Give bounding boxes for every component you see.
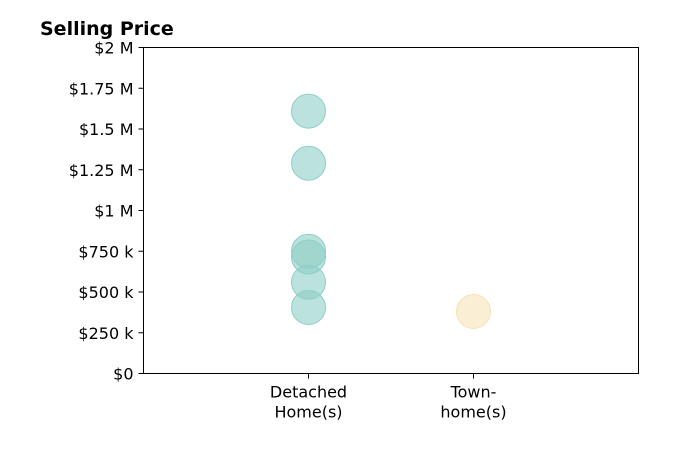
x-tick-label: Home(s) bbox=[274, 403, 342, 422]
plot-area-frame bbox=[143, 47, 639, 374]
x-tick-label: Town- bbox=[450, 383, 497, 402]
y-tick-label: $1.75 M bbox=[69, 79, 134, 98]
chart-title: Selling Price bbox=[40, 18, 174, 40]
y-tick-label: $1.5 M bbox=[79, 120, 134, 139]
y-tick-label: $500 k bbox=[78, 283, 134, 302]
x-tick-label: Detached bbox=[270, 383, 347, 402]
data-point bbox=[291, 289, 326, 325]
data-point bbox=[291, 145, 326, 181]
y-tick-label: $1.25 M bbox=[69, 161, 134, 180]
data-point bbox=[291, 93, 326, 129]
x-tick-label: home(s) bbox=[440, 403, 506, 422]
y-tick-label: $250 k bbox=[78, 324, 134, 343]
data-point bbox=[456, 294, 491, 330]
y-tick-label: $750 k bbox=[78, 242, 134, 261]
y-tick-label: $2 M bbox=[94, 39, 133, 58]
y-tick-label: $1 M bbox=[94, 202, 133, 221]
data-points bbox=[291, 93, 491, 330]
y-tick-label: $0 bbox=[113, 365, 133, 384]
y-axis: $0 $250 k $500 k $750 k $1 M $1.25 M $1.5 M $1.… bbox=[69, 39, 144, 384]
